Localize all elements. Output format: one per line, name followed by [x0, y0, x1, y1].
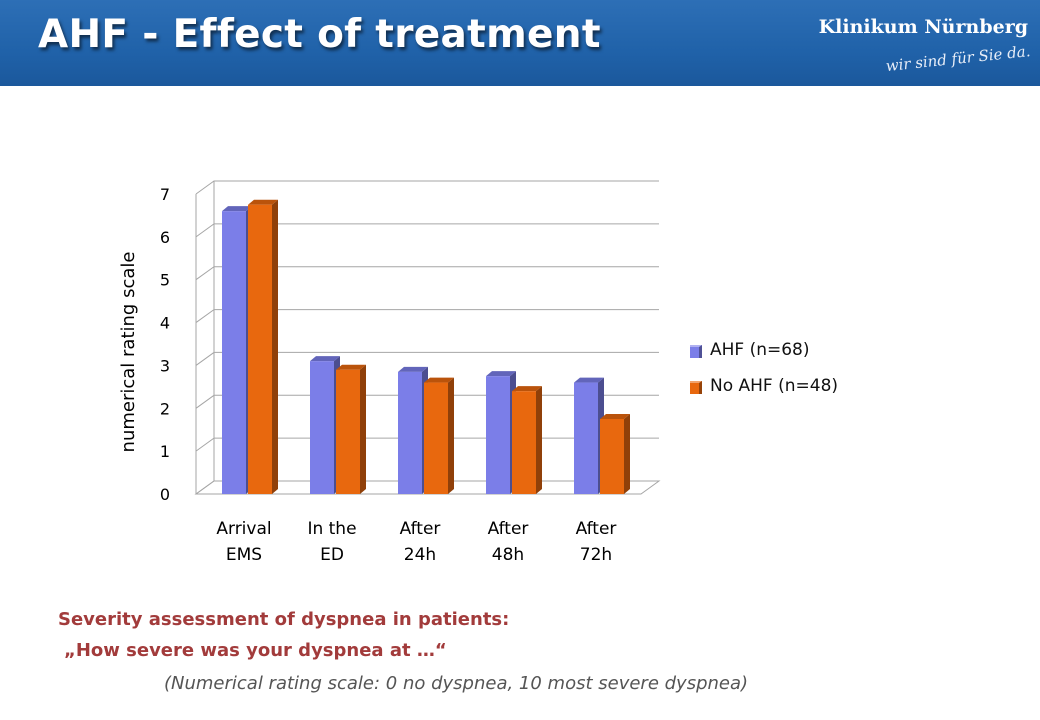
x-tick-label: Arrival: [216, 519, 271, 539]
bar-ahf: [486, 376, 510, 494]
x-tick-label: 24h: [404, 545, 436, 565]
caption-question: „How severe was your dyspnea at …“: [64, 640, 447, 661]
bar-no-ahf-side: [536, 386, 542, 494]
bar-no-ahf-top: [512, 386, 542, 392]
legend-label-ahf: AHF (n=68): [710, 340, 810, 360]
bar-no-ahf: [600, 419, 624, 494]
y-tick-label: 4: [160, 314, 170, 333]
bar-no-ahf-top: [336, 364, 366, 370]
x-tick-label: In the: [307, 519, 356, 539]
bar-no-ahf-top: [600, 414, 630, 419]
klinikum-logo: Klinikum Nürnberg wir sind für Sie da.: [819, 12, 1031, 75]
bar-ahf-top: [486, 371, 516, 377]
caption-heading: Severity assessment of dyspnea in patien…: [58, 609, 510, 630]
y-tick-label: 5: [160, 271, 170, 290]
bar-ahf: [222, 211, 246, 494]
chart-legend: AHF (n=68) No AHF (n=48): [690, 340, 910, 412]
y-axis-title: numerical rating scale: [118, 252, 139, 453]
y-tick-label: 7: [160, 185, 170, 204]
logo-name: Klinikum Nürnberg: [818, 16, 1028, 38]
x-tick-label: After: [488, 519, 529, 539]
slide-title: AHF - Effect of treatment: [38, 12, 601, 57]
bar-no-ahf-top: [424, 377, 454, 383]
legend-label-no-ahf: No AHF (n=48): [710, 376, 839, 396]
x-tick-label: After: [576, 519, 617, 539]
x-tick-label: 72h: [580, 545, 612, 565]
y-tick-label: 6: [160, 228, 170, 247]
bar-no-ahf-side: [624, 414, 630, 494]
bar-no-ahf-side: [272, 199, 278, 494]
x-tick-label: ED: [320, 545, 344, 565]
bar-no-ahf: [512, 391, 536, 494]
y-tick-label: 0: [160, 485, 170, 504]
caption-scale-note: (Numerical rating scale: 0 no dyspnea, 1…: [164, 673, 749, 694]
bar-chart: 0 1 2 3 4 5 6 7 numerical rating scale Arrival EMS…: [118, 180, 661, 565]
x-tick-label: After: [400, 519, 441, 539]
bar-ahf-top: [222, 206, 252, 212]
gridline: [195, 180, 659, 195]
y-tick-label: 3: [160, 356, 170, 375]
title-bar: AHF - Effect of treatment Klinikum Nürnb…: [0, 0, 1040, 86]
x-tick-label: 48h: [492, 545, 524, 565]
bar-no-ahf: [424, 382, 448, 494]
bar-ahf: [398, 371, 422, 494]
x-tick-label: EMS: [226, 545, 262, 565]
bar-no-ahf: [336, 369, 360, 494]
bar-ahf-top: [398, 366, 428, 372]
bar-ahf: [574, 382, 598, 494]
bar-ahf-top: [574, 377, 604, 383]
legend-swatch-ahf: [690, 345, 702, 358]
bar-no-ahf-side: [360, 364, 366, 494]
bar-ahf-top: [310, 356, 340, 362]
bar-no-ahf-side: [448, 377, 454, 494]
legend-item-ahf: AHF (n=68): [690, 340, 910, 376]
bar-no-ahf: [248, 204, 272, 494]
y-tick-label: 1: [160, 442, 170, 461]
legend-item-no-ahf: No AHF (n=48): [690, 376, 910, 412]
bar-no-ahf-top: [248, 199, 278, 205]
y-tick-label: 2: [160, 399, 170, 418]
bar-ahf: [310, 361, 334, 494]
legend-swatch-no-ahf: [690, 381, 702, 394]
